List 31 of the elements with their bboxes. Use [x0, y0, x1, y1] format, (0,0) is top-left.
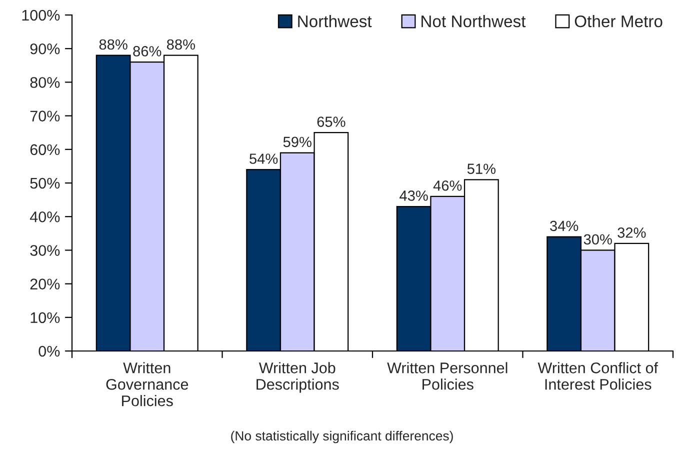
legend-label: Other Metro [574, 15, 662, 28]
legend-label: Not Northwest [422, 15, 526, 28]
legend-label: Northwest [298, 15, 372, 28]
y-tick-label: 90% [30, 43, 60, 54]
y-tick-label: 10% [30, 312, 60, 324]
x-tick-label: Written Job Descriptions [256, 362, 339, 393]
y-tick-label: 70% [30, 110, 60, 122]
data-label: 51% [467, 164, 496, 174]
data-label: 65% [317, 116, 346, 127]
text: (No statistically significant differences) [231, 430, 453, 444]
y-tick-label: 30% [30, 245, 60, 256]
data-label: 86% [133, 46, 162, 56]
y-tick-label: 50% [30, 178, 60, 189]
data-label: 43% [400, 190, 428, 201]
y-tick-label: 80% [30, 77, 60, 88]
data-label: 88% [99, 39, 128, 50]
y-tick-label: 100% [22, 10, 60, 21]
data-label: 59% [283, 136, 312, 148]
data-label: 30% [584, 234, 612, 245]
y-tick-label: 0% [38, 346, 60, 357]
data-label: 54% [250, 154, 278, 164]
data-label: 34% [550, 220, 578, 232]
x-tick-label: Written Governance Policies [106, 362, 188, 406]
y-tick-label: 60% [30, 144, 60, 156]
x-tick-label: Written Personnel Policies [387, 362, 508, 390]
data-label: 46% [433, 180, 462, 191]
y-tick-label: 40% [30, 211, 60, 222]
y-tick-label: 20% [30, 278, 60, 290]
data-label: 88% [166, 39, 196, 50]
data-label: 32% [618, 227, 646, 238]
x-tick-label: Written Conflict of Interest Policies [538, 362, 658, 390]
